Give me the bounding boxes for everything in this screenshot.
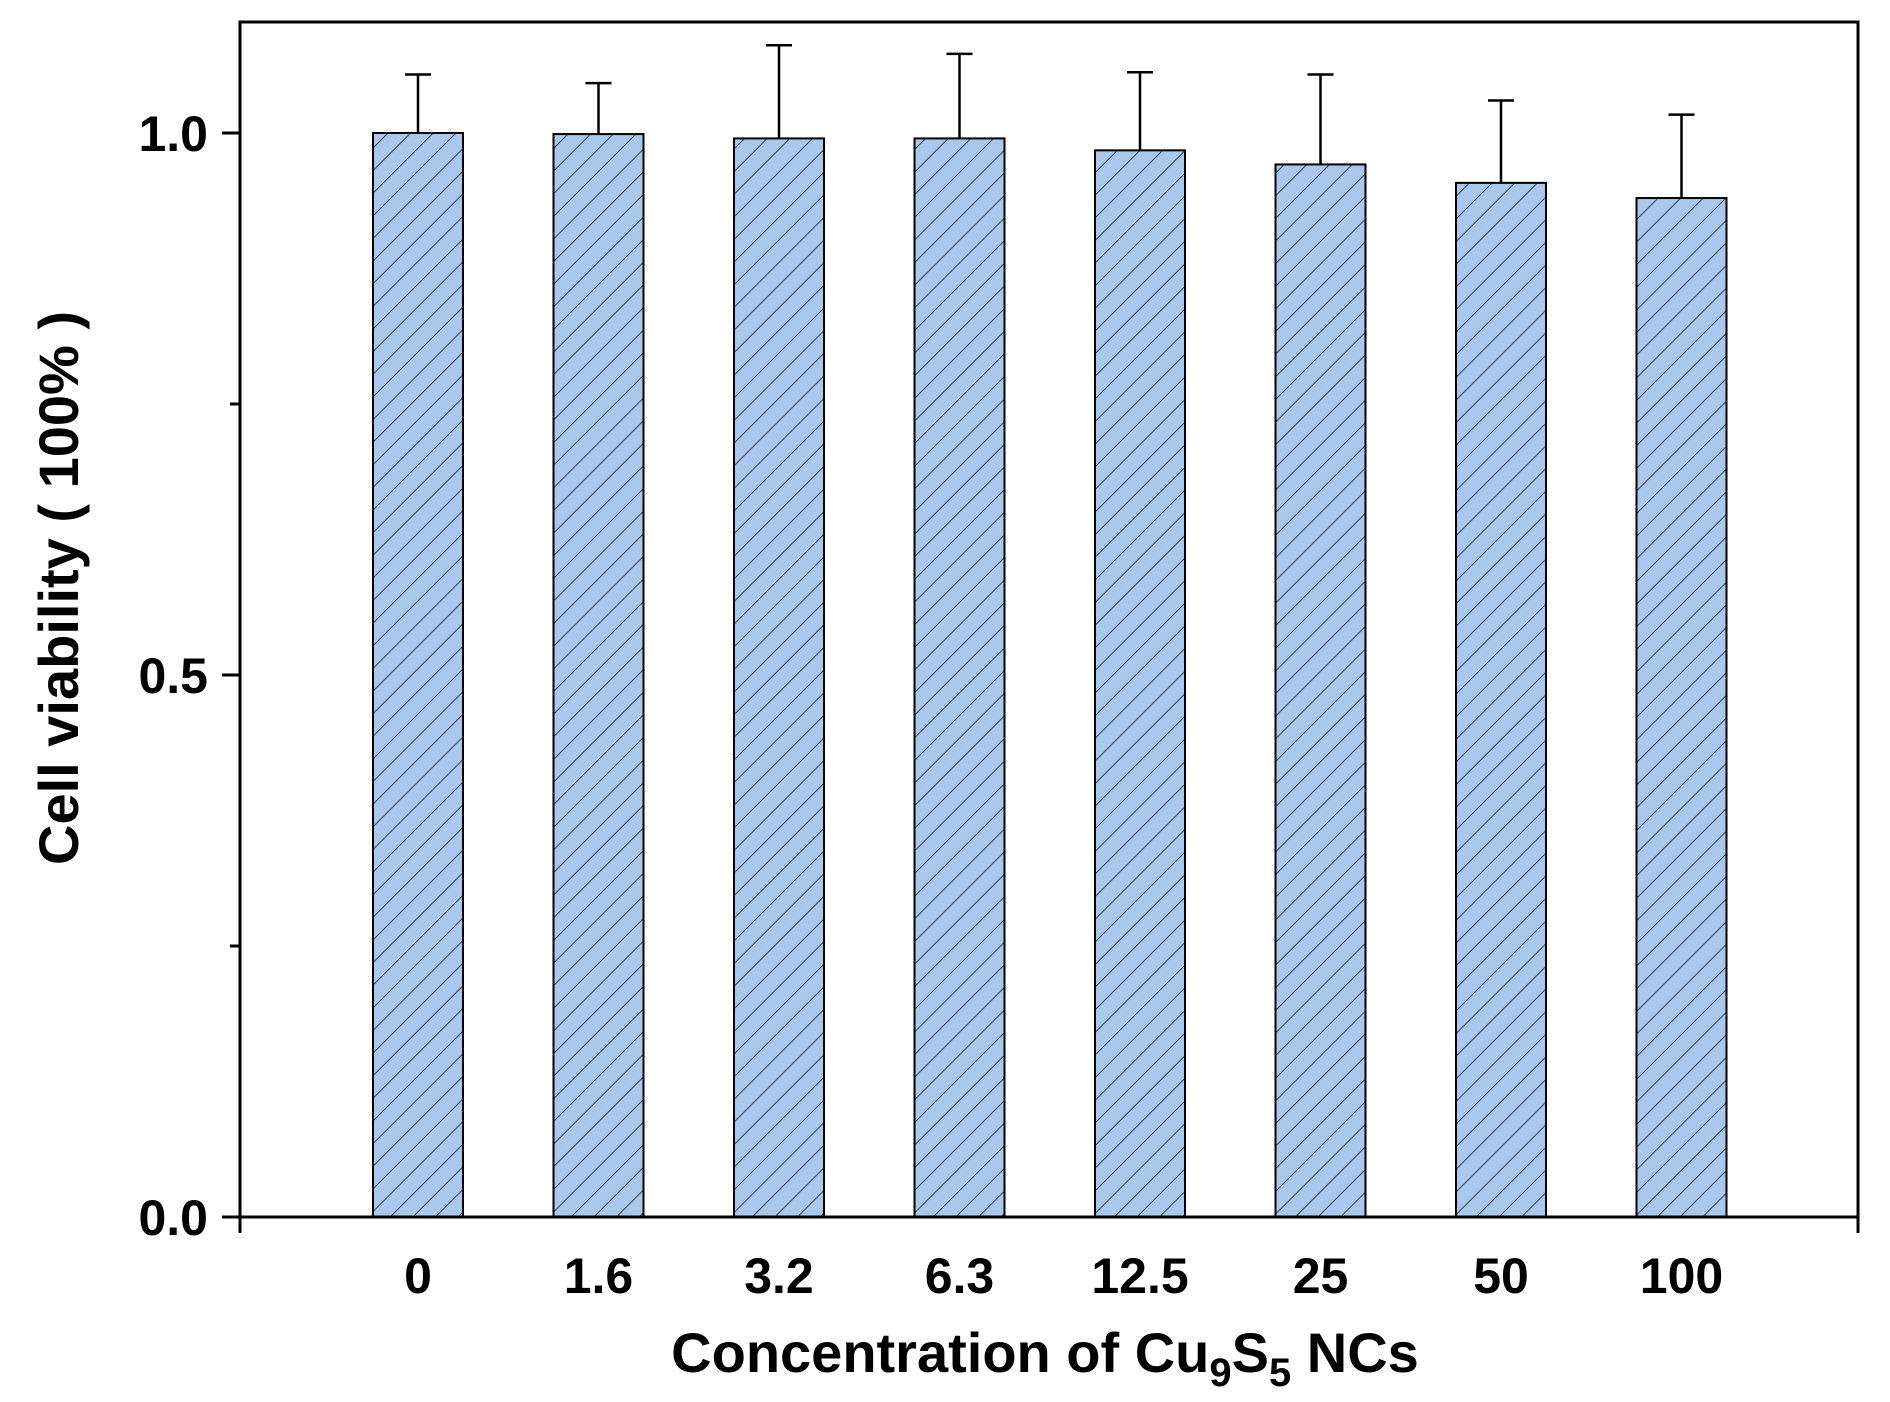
bar bbox=[1094, 149, 1186, 1218]
x-axis: 0 1.6 3.2 6.3 12.5 25 50 100 bbox=[238, 1217, 1860, 1304]
error-bar-series bbox=[405, 43, 1695, 199]
x-axis-title-mid: S bbox=[1232, 1321, 1269, 1384]
x-tick-label: 3.2 bbox=[744, 1248, 814, 1304]
x-axis-title-subscript-1: 9 bbox=[1209, 1351, 1231, 1395]
x-tick-label: 50 bbox=[1473, 1248, 1529, 1304]
y-tick-label: 0.0 bbox=[138, 1190, 208, 1246]
x-tick-label: 100 bbox=[1640, 1248, 1723, 1304]
plot-frame bbox=[238, 20, 1860, 1219]
bar bbox=[552, 133, 645, 1219]
x-axis-title-subscript-2: 5 bbox=[1269, 1351, 1291, 1395]
x-axis-title: Concentration of Cu9S5 NCs bbox=[671, 1321, 1419, 1395]
y-axis-title: Cell viability ( 100% ) bbox=[27, 311, 90, 865]
y-axis: 0.0 0.5 1.0 bbox=[138, 106, 240, 1246]
x-axis-title-prefix: Concentration of Cu bbox=[671, 1321, 1209, 1384]
x-axis-title-suffix: NCs bbox=[1291, 1321, 1419, 1384]
x-tick-label: 0 bbox=[404, 1248, 432, 1304]
x-tick-label: 6.3 bbox=[925, 1248, 995, 1304]
bar-series bbox=[372, 132, 1728, 1219]
bar bbox=[372, 132, 464, 1218]
x-tick-label: 25 bbox=[1293, 1248, 1349, 1304]
bar bbox=[913, 137, 1006, 1218]
bar bbox=[733, 137, 825, 1218]
y-tick-label: 0.5 bbox=[138, 648, 208, 704]
y-tick-label: 1.0 bbox=[138, 106, 208, 162]
bar bbox=[1635, 197, 1728, 1219]
bar bbox=[1455, 181, 1547, 1218]
x-tick-label: 1.6 bbox=[564, 1248, 634, 1304]
x-tick-label: 12.5 bbox=[1091, 1248, 1188, 1304]
bar bbox=[1274, 163, 1367, 1218]
